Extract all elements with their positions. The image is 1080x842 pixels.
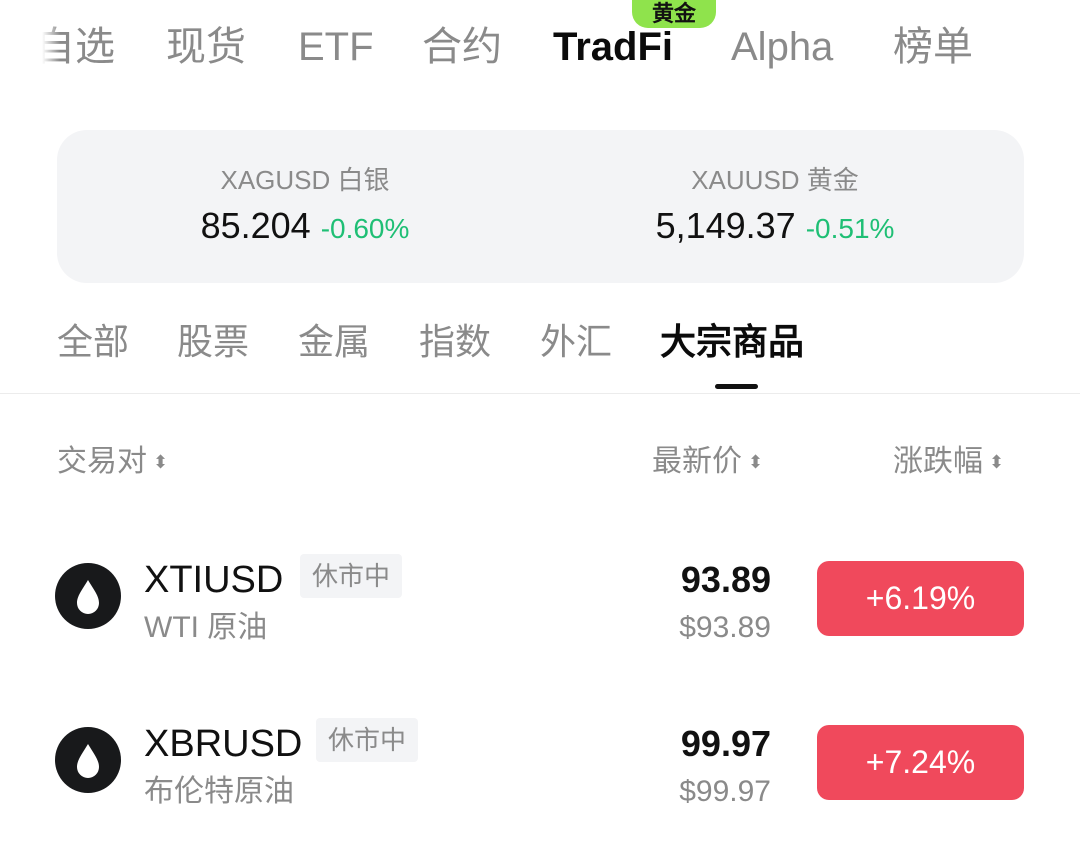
featured-silver[interactable]: XAGUSD 白银 85.204 -0.60% — [65, 160, 545, 247]
featured-price: 85.204 — [200, 205, 311, 246]
tab-rankings[interactable]: 榜单 — [893, 25, 973, 69]
featured-label: XAUUSD 黄金 — [691, 165, 859, 195]
symbol: XBRUSD — [144, 723, 303, 765]
last-price: 99.97 — [680, 723, 771, 764]
price-usd: $93.89 — [679, 611, 771, 644]
tab-spot[interactable]: 现货 — [166, 25, 246, 69]
featured-label: XAGUSD 白银 — [220, 165, 390, 195]
asset-name: WTI 原油 — [144, 611, 268, 644]
header-change[interactable]: 涨跌幅 ⬍ — [893, 442, 1004, 482]
tab-alpha[interactable]: Alpha — [731, 25, 834, 69]
featured-change: -0.51% — [805, 213, 895, 244]
sort-icon: ⬍ — [748, 452, 764, 472]
header-price-label: 最新价 — [652, 445, 742, 478]
status-badge: 休市中 — [316, 718, 419, 762]
subtab-forex[interactable]: 外汇 — [540, 321, 613, 362]
table-row[interactable]: XTIUSD 休市中 WTI 原油 93.89 $93.89 +6.19% — [0, 554, 1080, 678]
featured-gold[interactable]: XAUUSD 黄金 5,149.37 -0.51% — [535, 160, 1015, 247]
subtab-all[interactable]: 全部 — [57, 321, 130, 362]
sort-icon: ⬍ — [153, 452, 169, 472]
change-button[interactable]: +7.24% — [817, 725, 1024, 800]
sort-icon: ⬍ — [989, 452, 1005, 472]
divider — [0, 393, 1080, 394]
gold-badge: 黄金 — [632, 0, 716, 28]
header-pair-label: 交易对 — [57, 445, 147, 478]
tab-etf[interactable]: ETF — [298, 25, 374, 69]
table-row[interactable]: XBRUSD 休市中 布伦特原油 99.97 $99.97 +7.24% — [0, 718, 1080, 842]
last-price: 93.89 — [680, 559, 771, 600]
tab-tradfi[interactable]: TradFi — [553, 25, 674, 69]
featured-price: 5,149.37 — [655, 205, 796, 246]
subtab-indices[interactable]: 指数 — [419, 321, 492, 362]
active-tab-indicator — [715, 384, 758, 389]
asset-name: 布伦特原油 — [144, 775, 294, 808]
status-badge: 休市中 — [300, 554, 403, 598]
change-button[interactable]: +6.19% — [817, 561, 1024, 636]
oil-drop-icon — [55, 563, 121, 629]
tab-futures[interactable]: 合约 — [422, 25, 502, 69]
oil-drop-icon — [55, 727, 121, 793]
symbol: XTIUSD — [144, 559, 284, 601]
header-pair[interactable]: 交易对 ⬍ — [57, 442, 168, 482]
fade-mask — [0, 20, 60, 80]
header-price[interactable]: 最新价 ⬍ — [652, 442, 763, 482]
subtab-metals[interactable]: 金属 — [298, 321, 371, 362]
subtab-stocks[interactable]: 股票 — [177, 321, 250, 362]
price-usd: $99.97 — [679, 775, 771, 808]
featured-change: -0.60% — [320, 213, 410, 244]
header-change-label: 涨跌幅 — [893, 445, 983, 478]
featured-card: XAGUSD 白银 85.204 -0.60% XAUUSD 黄金 5,149.3… — [57, 130, 1024, 283]
subtab-commodities[interactable]: 大宗商品 — [660, 321, 805, 362]
